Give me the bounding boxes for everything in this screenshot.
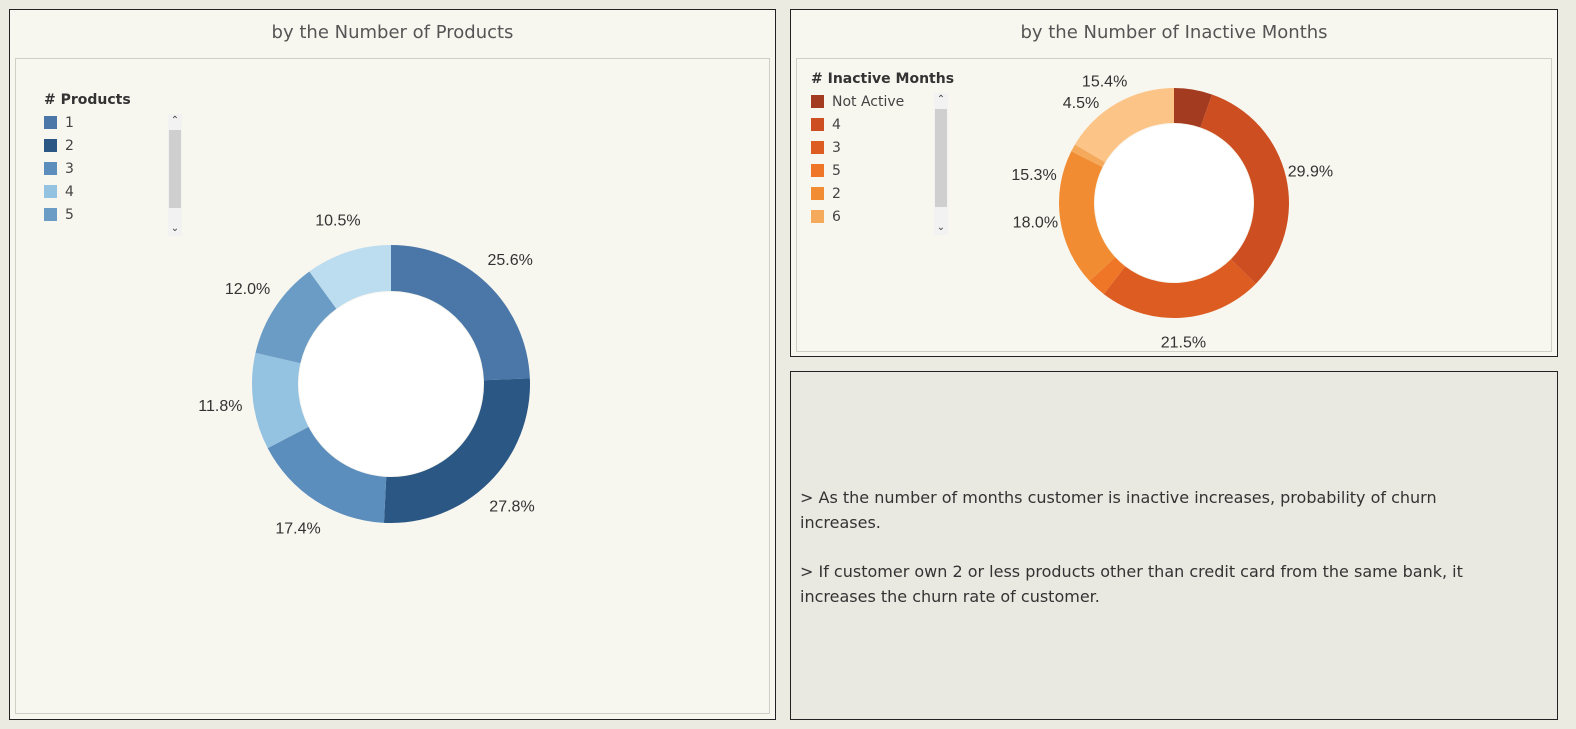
legend-label: 1 (832, 232, 841, 234)
legend-label: 3 (832, 139, 841, 156)
note-inactive: > As the number of months customer is in… (800, 488, 1437, 532)
legend-item[interactable]: 5 (811, 159, 931, 182)
scroll-thumb[interactable] (169, 130, 181, 208)
donut-slice[interactable] (383, 378, 530, 523)
legend-item[interactable]: 1 (44, 111, 164, 134)
slice-label: 17.4% (275, 521, 320, 538)
donut-slice[interactable] (391, 245, 530, 381)
slice-label: 25.6% (487, 252, 532, 269)
legend-swatch (811, 164, 824, 177)
legend-swatch (811, 187, 824, 200)
legend-label: 4 (832, 116, 841, 133)
inactive-legend-list[interactable]: Not Active 4 3 5 2 6 1 (811, 90, 931, 233)
inactive-panel-title: by the Number of Inactive Months (1020, 22, 1328, 43)
scroll-thumb[interactable] (935, 109, 947, 207)
legend-swatch (811, 95, 824, 108)
slice-label: 15.3% (1011, 167, 1056, 184)
legend-label: 3 (65, 160, 74, 177)
products-legend-scrollbar[interactable]: ⌃ ⌄ (168, 114, 182, 236)
inactive-donut-chart: 29.9% 21.5% 18.0% 15.4% 4.5% 15.3% (1011, 73, 1333, 352)
donut-slice[interactable] (309, 245, 391, 309)
legend-label: 2 (65, 137, 74, 154)
scroll-up-icon[interactable]: ⌃ (170, 115, 180, 126)
legend-item[interactable]: 3 (811, 136, 931, 159)
donut-slice[interactable] (1200, 94, 1289, 284)
notes-text: > As the number of months customer is in… (800, 485, 1500, 633)
donut-slice[interactable] (267, 426, 387, 523)
legend-label: 4 (65, 183, 74, 200)
products-panel-title: by the Number of Products (271, 22, 514, 43)
legend-item[interactable]: 6 (44, 226, 164, 232)
legend-label: 2 (832, 185, 841, 202)
slice-label: 15.4% (1082, 73, 1127, 90)
slice-label: 27.8% (489, 498, 534, 515)
legend-swatch (44, 185, 57, 198)
inactive-legend: # Inactive Months Not Active 4 3 5 2 6 1 (811, 71, 954, 233)
legend-swatch (44, 208, 57, 221)
legend-swatch (811, 210, 824, 223)
legend-label: 5 (65, 206, 74, 223)
legend-item[interactable]: 6 (811, 205, 931, 228)
legend-item[interactable]: 3 (44, 157, 164, 180)
legend-label: 6 (65, 230, 74, 232)
legend-label: Not Active (832, 93, 905, 110)
legend-label: 6 (832, 208, 841, 225)
legend-label: 1 (65, 114, 74, 131)
legend-item[interactable]: Not Active (811, 90, 931, 113)
scroll-down-icon[interactable]: ⌄ (170, 223, 180, 234)
donut-slice[interactable] (1089, 257, 1126, 295)
notes-panel (790, 371, 1558, 720)
legend-item[interactable]: 4 (811, 113, 931, 136)
legend-item[interactable]: 4 (44, 180, 164, 203)
donut-slice[interactable] (1103, 259, 1256, 318)
legend-item[interactable]: 2 (811, 182, 931, 205)
slice-label: 29.9% (1288, 163, 1333, 180)
products-legend: # Products 1 2 3 4 5 6 (44, 92, 164, 231)
legend-item[interactable]: 1 (811, 228, 931, 234)
inactive-legend-title: # Inactive Months (811, 71, 955, 87)
donut-slice[interactable] (252, 352, 309, 449)
scroll-up-icon[interactable]: ⌃ (936, 94, 946, 105)
products-legend-list[interactable]: 1 2 3 4 5 6 (44, 111, 164, 231)
slice-label: 4.5% (1063, 95, 1099, 112)
legend-swatch (44, 116, 57, 129)
slice-label: 10.5% (315, 212, 360, 229)
legend-swatch (44, 162, 57, 175)
donut-slice[interactable] (1071, 144, 1106, 168)
slice-label: 11.8% (198, 398, 242, 415)
scroll-down-icon[interactable]: ⌄ (936, 222, 946, 233)
note-products: > If customer own 2 or less products oth… (800, 562, 1463, 606)
legend-swatch (44, 139, 57, 152)
products-panel: by the Number of Products (9, 9, 776, 720)
slice-label: 21.5% (1161, 335, 1206, 352)
donut-slice[interactable] (1058, 151, 1116, 282)
donut-hole (299, 292, 483, 476)
products-donut-chart: 25.6% 27.8% 17.4% 11.8% 12.0% 10.5% (198, 212, 534, 538)
slice-label: 12.0% (225, 281, 270, 298)
legend-swatch (811, 118, 824, 131)
slice-label: 18.0% (1013, 214, 1058, 231)
legend-label: 5 (832, 162, 841, 179)
donut-hole (1095, 124, 1253, 282)
inactive-legend-scrollbar[interactable]: ⌃ ⌄ (934, 93, 948, 235)
products-legend-title: # Products (44, 92, 131, 108)
donut-slice[interactable] (255, 271, 337, 364)
donut-slice[interactable] (1074, 88, 1174, 163)
legend-item[interactable]: 5 (44, 203, 164, 226)
legend-swatch (811, 141, 824, 154)
legend-item[interactable]: 2 (44, 134, 164, 157)
donut-slice[interactable] (1174, 88, 1212, 128)
